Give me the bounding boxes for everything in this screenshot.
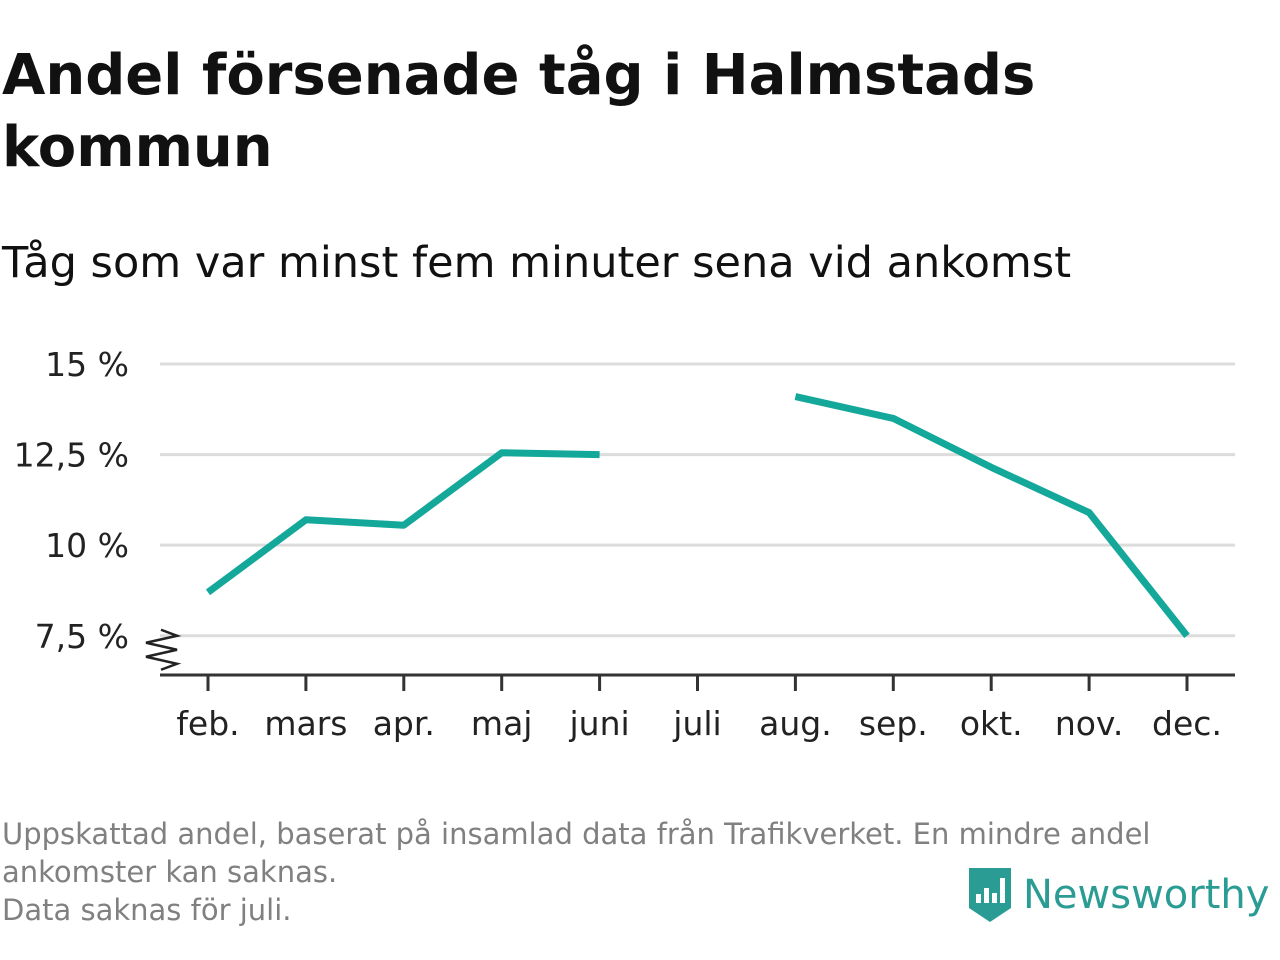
y-tick-label: 10 %: [45, 526, 129, 565]
series-line: [794, 393, 1190, 638]
newsworthy-logo-text: Newsworthy: [1023, 872, 1270, 918]
x-tick-label: dec.: [1152, 704, 1222, 743]
axis-break-marker: [145, 628, 182, 671]
footnote-line-july: Data saknas för juli.: [2, 893, 292, 927]
x-axis-tick-labels: feb. mars apr. maj juni juli aug. sep. okt. nov. d…: [176, 675, 1222, 743]
y-tick-label: 7,5 %: [35, 617, 129, 656]
series-lines: [205, 393, 1190, 638]
x-tick-label: maj: [471, 704, 533, 743]
line-chart: 7,5 % 10 % 12,5 % 15 % feb. mars apr. maj juni j…: [14, 345, 1235, 743]
footnote-line-source: Uppskattad andel, baserat på insamlad da…: [2, 817, 1151, 851]
footnote-line-missing: ankomster kan saknas.: [2, 855, 338, 889]
x-tick-label: apr.: [373, 704, 435, 743]
x-tick-label: juni: [569, 704, 630, 743]
y-tick-label: 15 %: [45, 345, 129, 384]
x-tick-label: nov.: [1055, 704, 1124, 743]
chart-subtitle: Tåg som var minst fem minuter sena vid a…: [2, 238, 1072, 288]
newsworthy-logo: Newsworthy: [965, 862, 1269, 928]
y-tick-label: 12,5 %: [14, 436, 129, 475]
x-tick-label: mars: [264, 704, 347, 743]
chart-title: Andel försenade tåg i Halmstads kommun: [2, 43, 1036, 180]
x-tick-label: okt.: [960, 704, 1023, 743]
x-tick-label: sep.: [859, 704, 928, 743]
footnote: Uppskattad andel, baserat på insamlad da…: [2, 815, 1272, 929]
x-tick-label: feb.: [176, 704, 239, 743]
newsworthy-bar-chart-icon: [969, 868, 1011, 922]
x-tick-label: aug.: [759, 704, 832, 743]
series-line: [205, 449, 600, 596]
x-tick-label: juli: [672, 704, 721, 743]
gridlines: [160, 362, 1235, 638]
y-axis-tick-labels: 7,5 % 10 % 12,5 % 15 %: [14, 345, 129, 656]
